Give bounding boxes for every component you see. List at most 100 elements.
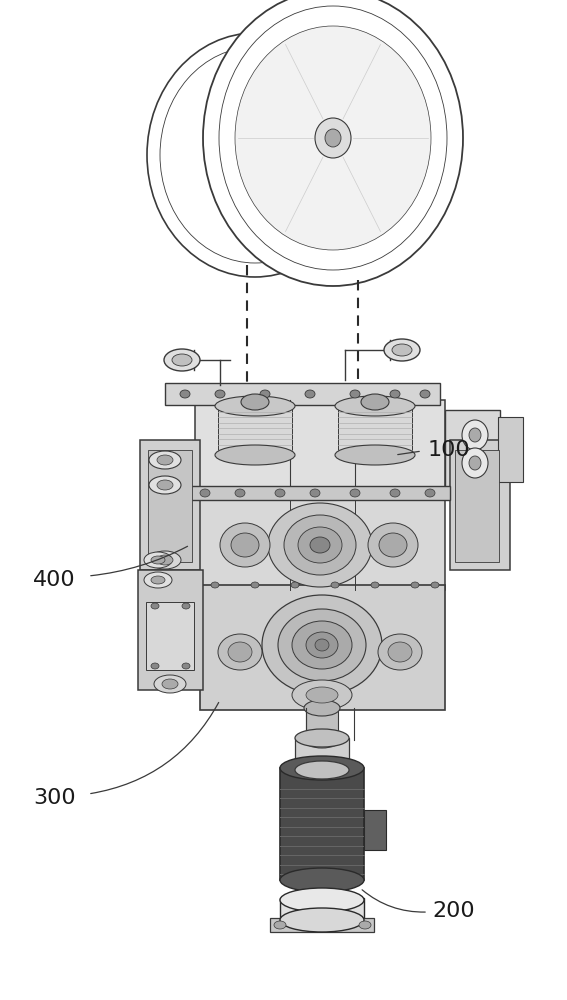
Bar [306, 708, 338, 740]
Ellipse shape [180, 390, 190, 398]
Ellipse shape [390, 390, 400, 398]
Bar [218, 405, 292, 455]
Ellipse shape [157, 455, 173, 465]
Bar [280, 898, 364, 920]
Ellipse shape [291, 582, 299, 588]
Bar [338, 405, 412, 455]
Bar [200, 585, 445, 710]
Ellipse shape [162, 679, 178, 689]
Bar [450, 440, 510, 570]
Ellipse shape [280, 868, 364, 892]
Ellipse shape [241, 394, 269, 410]
Ellipse shape [147, 33, 363, 277]
Ellipse shape [292, 621, 352, 669]
Text: 300: 300 [33, 788, 75, 808]
Ellipse shape [350, 489, 360, 497]
Ellipse shape [172, 354, 192, 366]
Ellipse shape [231, 533, 259, 557]
Ellipse shape [335, 396, 415, 416]
Ellipse shape [200, 489, 210, 497]
Bar [270, 918, 374, 932]
Ellipse shape [306, 632, 338, 658]
Bar [146, 602, 194, 670]
Ellipse shape [388, 642, 412, 662]
Ellipse shape [182, 663, 190, 669]
Ellipse shape [280, 756, 364, 780]
Ellipse shape [392, 344, 412, 356]
Bar [455, 450, 499, 562]
Ellipse shape [278, 609, 366, 681]
Bar [445, 410, 500, 490]
Ellipse shape [149, 451, 181, 469]
Bar [165, 383, 440, 405]
Ellipse shape [390, 489, 400, 497]
Ellipse shape [215, 445, 295, 465]
Ellipse shape [215, 390, 225, 398]
Bar [140, 440, 200, 570]
Ellipse shape [149, 476, 181, 494]
Ellipse shape [220, 523, 270, 567]
Ellipse shape [305, 390, 315, 398]
Text: 400: 400 [33, 570, 75, 590]
Ellipse shape [251, 582, 259, 588]
Ellipse shape [157, 555, 173, 565]
Ellipse shape [262, 595, 382, 695]
Ellipse shape [280, 908, 364, 932]
Ellipse shape [154, 675, 186, 693]
Bar [195, 400, 445, 490]
Ellipse shape [149, 551, 181, 569]
Ellipse shape [325, 129, 341, 147]
Ellipse shape [469, 456, 481, 470]
Ellipse shape [384, 339, 420, 361]
Ellipse shape [310, 489, 320, 497]
Ellipse shape [295, 761, 349, 779]
Ellipse shape [284, 515, 356, 575]
Ellipse shape [378, 634, 422, 670]
Bar [295, 738, 349, 770]
Ellipse shape [235, 489, 245, 497]
Ellipse shape [368, 523, 418, 567]
Ellipse shape [411, 582, 419, 588]
Ellipse shape [235, 26, 431, 250]
Bar [185, 486, 450, 500]
Ellipse shape [315, 118, 351, 158]
Ellipse shape [218, 634, 262, 670]
Ellipse shape [228, 642, 252, 662]
Ellipse shape [274, 921, 286, 929]
Bar [195, 498, 445, 590]
Ellipse shape [350, 390, 360, 398]
Ellipse shape [151, 576, 165, 584]
Ellipse shape [295, 729, 349, 747]
Ellipse shape [151, 603, 159, 609]
Ellipse shape [211, 582, 219, 588]
Ellipse shape [151, 556, 165, 564]
Ellipse shape [280, 888, 364, 912]
Text: 100: 100 [428, 440, 471, 460]
Ellipse shape [151, 663, 159, 669]
Ellipse shape [306, 687, 338, 703]
Ellipse shape [292, 680, 352, 710]
Ellipse shape [371, 582, 379, 588]
Bar [148, 450, 192, 562]
Ellipse shape [379, 533, 407, 557]
Ellipse shape [268, 503, 372, 587]
Ellipse shape [182, 603, 190, 609]
Ellipse shape [298, 527, 342, 563]
Ellipse shape [215, 396, 295, 416]
Ellipse shape [315, 639, 329, 651]
Ellipse shape [144, 572, 172, 588]
Ellipse shape [462, 448, 488, 478]
Ellipse shape [361, 394, 389, 410]
Ellipse shape [335, 445, 415, 465]
Ellipse shape [425, 489, 435, 497]
Ellipse shape [462, 420, 488, 450]
Bar [280, 768, 364, 880]
Ellipse shape [275, 489, 285, 497]
Bar [498, 417, 523, 482]
Ellipse shape [164, 349, 200, 371]
Ellipse shape [420, 390, 430, 398]
Ellipse shape [203, 0, 463, 286]
Text: 200: 200 [432, 901, 475, 921]
Ellipse shape [310, 537, 330, 553]
Ellipse shape [331, 582, 339, 588]
